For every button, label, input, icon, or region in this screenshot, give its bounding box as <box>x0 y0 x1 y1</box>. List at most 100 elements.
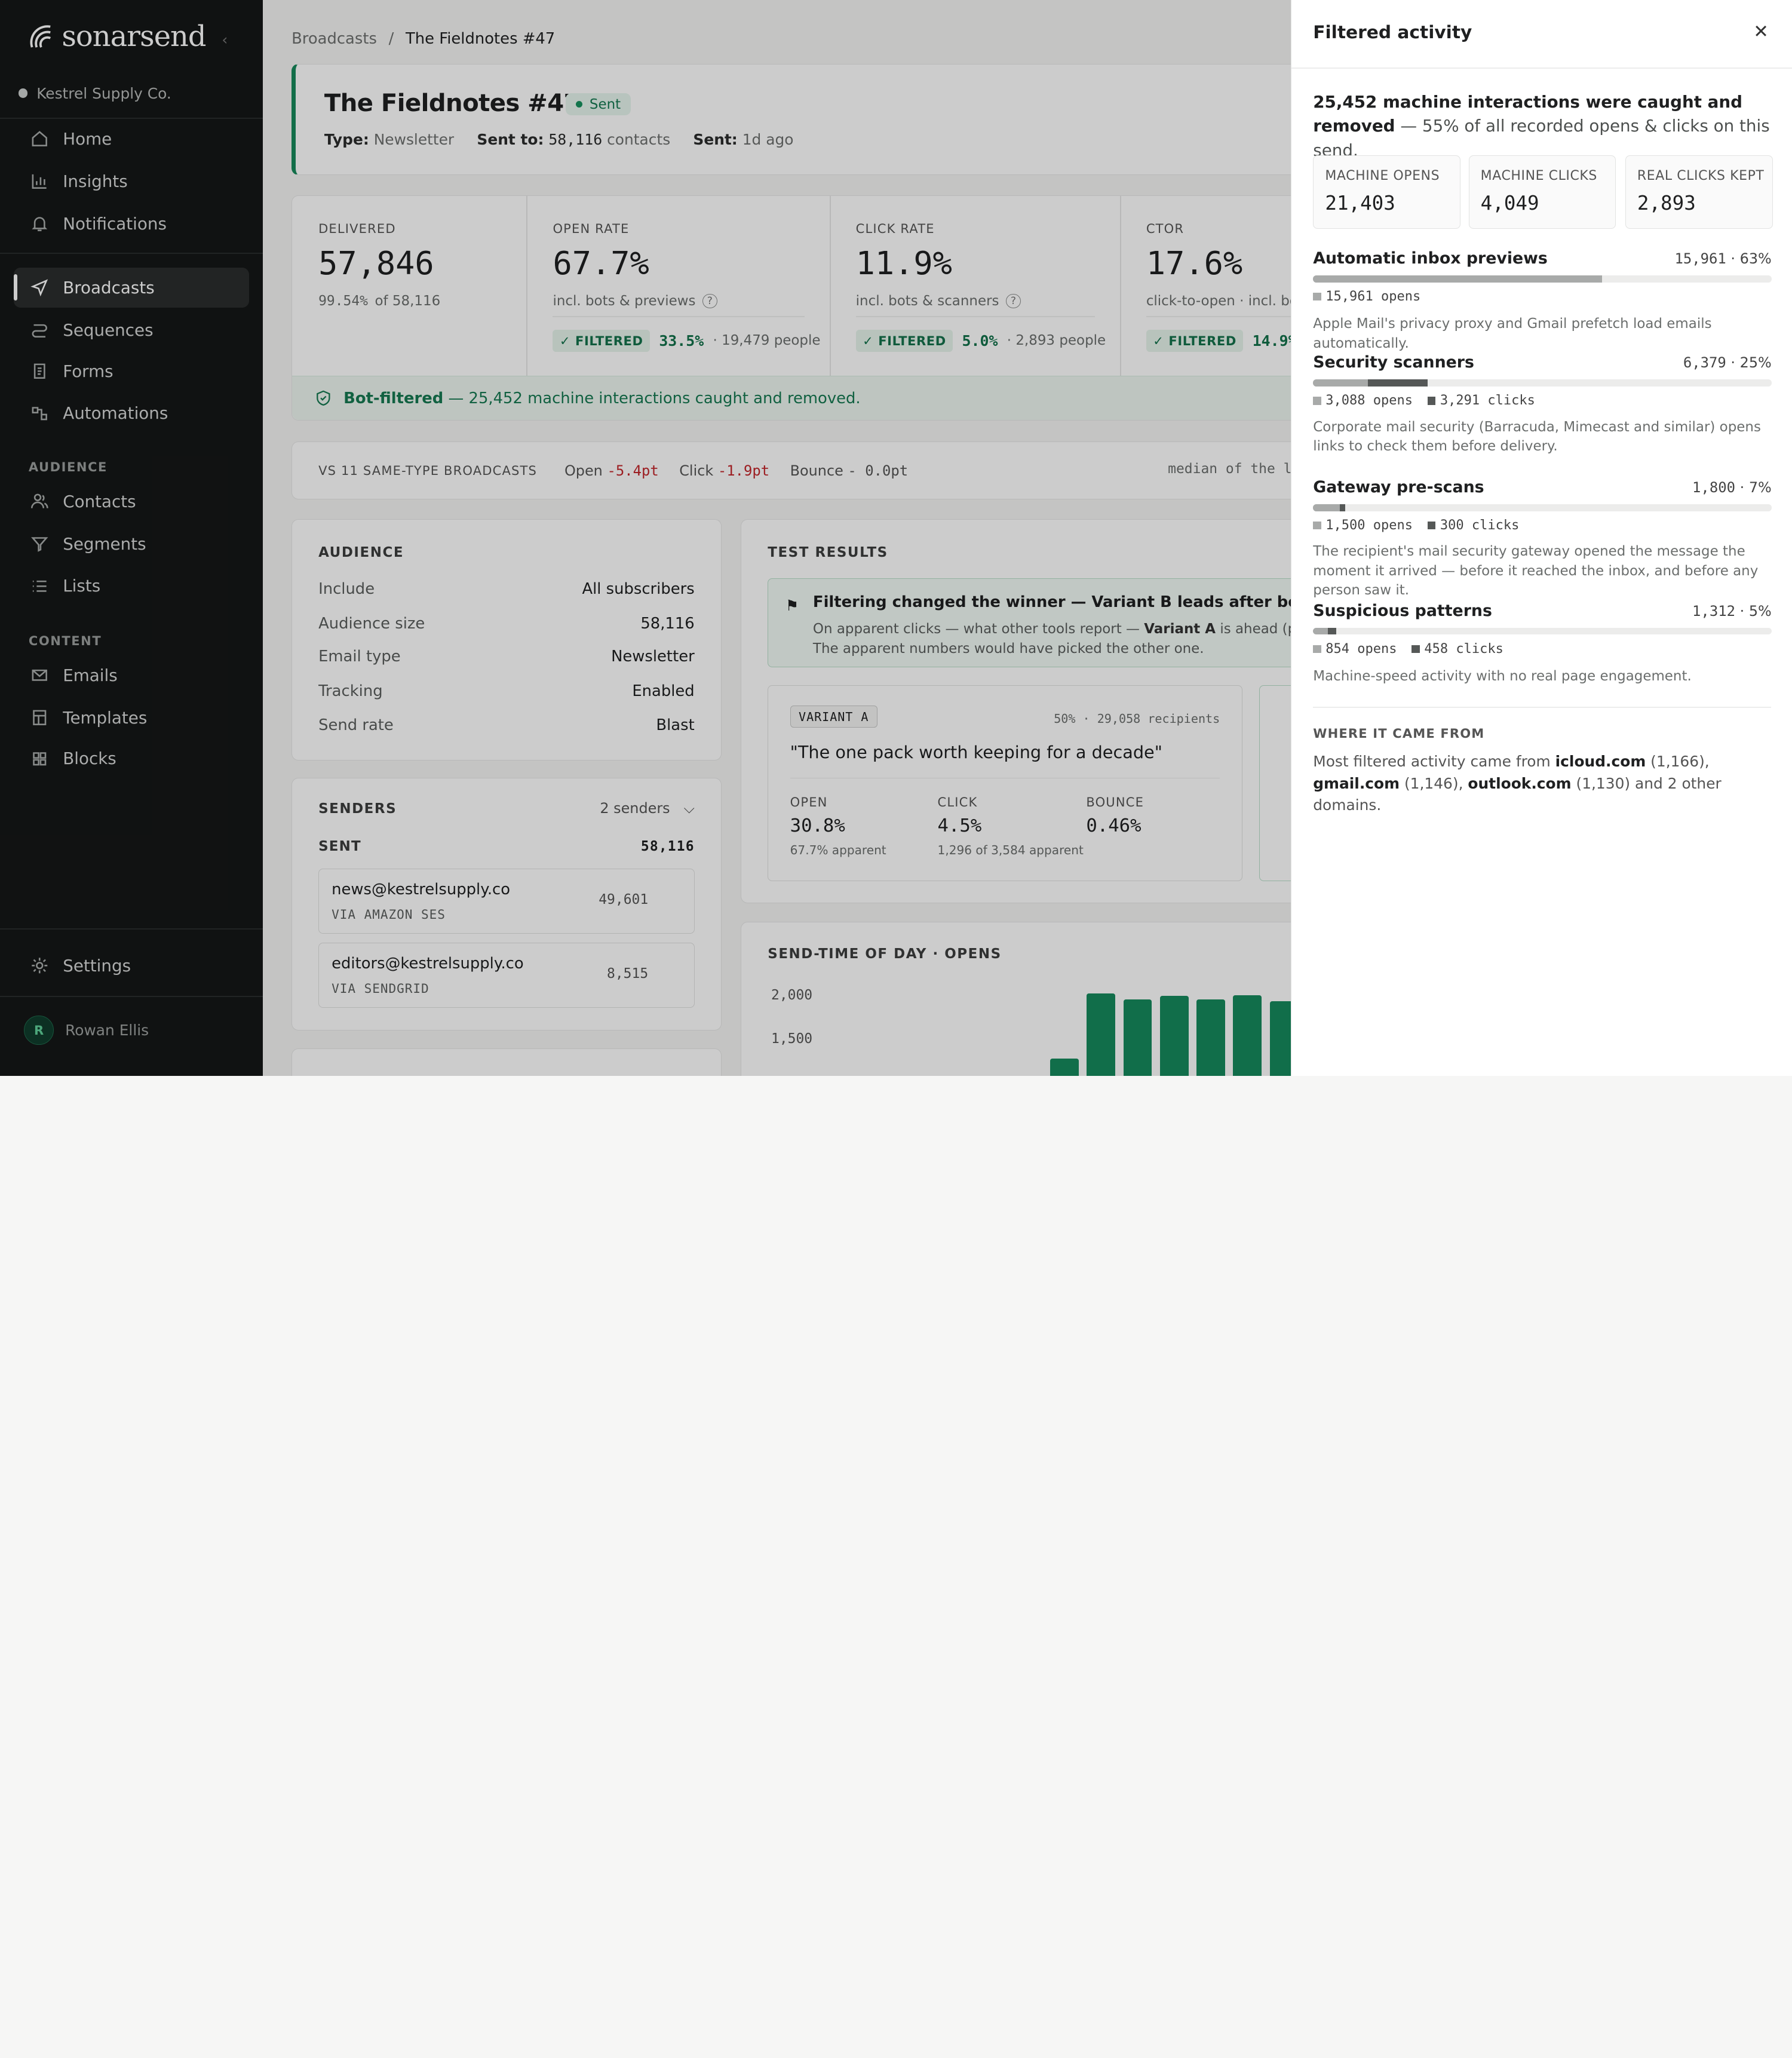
legend-swatch-icon <box>1313 397 1321 405</box>
metric-value: 30.8% <box>790 815 845 836</box>
sidebar-item-templates[interactable]: Templates <box>14 698 249 738</box>
metric-label: BOUNCE <box>1086 795 1144 810</box>
status-dot-icon <box>575 101 583 108</box>
broadcast-meta: Type: Newsletter Sent to: 58,116 contact… <box>324 131 794 148</box>
chart-bar[interactable] <box>1087 993 1116 1076</box>
user-menu[interactable]: R Rowan Ellis <box>24 1015 149 1045</box>
next-card <box>291 1048 722 1076</box>
legend-label: 3,088 opens <box>1325 393 1413 409</box>
domain-link[interactable]: outlook.com <box>1468 774 1572 792</box>
close-icon[interactable]: ✕ <box>1753 22 1769 43</box>
variant-a-card[interactable]: VARIANT A 50% · 29,058 recipients "The o… <box>768 685 1242 881</box>
compare-click-label: Click <box>679 462 714 479</box>
stat-open-rate: OPEN RATE 67.7% incl. bots & previews? ✓… <box>526 196 829 377</box>
mail-icon <box>32 669 47 681</box>
avatar: R <box>24 1015 54 1045</box>
row-value: Enabled <box>632 682 695 700</box>
y-tick-label: 1,500 <box>771 1030 813 1047</box>
stat-value: 17.6% <box>1146 244 1243 282</box>
sidebar-item-home[interactable]: Home <box>14 119 249 159</box>
sonar-logo-icon <box>30 25 51 48</box>
legend-label: 300 clicks <box>1440 518 1520 533</box>
breadcrumb: Broadcasts / The Fieldnotes #47 <box>291 30 555 48</box>
sidebar-item-emails[interactable]: Emails <box>14 655 249 695</box>
filtered-people: · 2,893 people <box>1007 333 1106 349</box>
bar-fill-opens <box>1313 379 1368 387</box>
sidebar-item-contacts[interactable]: Contacts <box>14 481 249 522</box>
domain-link[interactable]: icloud.com <box>1555 753 1646 771</box>
category-pct: 25% <box>1739 354 1772 372</box>
audience-row: Email type Newsletter <box>318 648 695 665</box>
machine-opens-box: MACHINE OPENS 21,403 <box>1313 155 1461 229</box>
chart-bar[interactable] <box>1159 996 1189 1076</box>
divider <box>855 316 1095 318</box>
filtered-value: 5.0% <box>962 332 998 349</box>
chevron-down-icon: ⌵ <box>683 799 695 817</box>
sidebar-item-automations[interactable]: Automations <box>14 393 249 433</box>
sender-count: 49,601 <box>599 891 649 907</box>
row-key: Send rate <box>318 716 394 735</box>
sidebar-item-blocks[interactable]: Blocks <box>14 738 249 778</box>
sidebar-item-broadcasts[interactable]: Broadcasts <box>13 267 250 308</box>
automation-icon <box>32 406 47 420</box>
senders-toggle[interactable]: 2 senders ⌵ <box>600 800 694 817</box>
help-icon[interactable]: ? <box>1005 293 1021 309</box>
sidebar-item-label: Templates <box>63 707 148 728</box>
sidebar-item-segments[interactable]: Segments <box>14 524 249 564</box>
audience-row: Audience size 58,116 <box>318 615 695 633</box>
test-results-title: TEST RESULTS <box>768 545 888 561</box>
sidebar-item-label: Forms <box>63 361 113 381</box>
chart-bar[interactable] <box>1123 999 1152 1076</box>
breadcrumb-parent-link[interactable]: Broadcasts <box>291 29 377 48</box>
row-key: Include <box>318 580 375 599</box>
divider <box>1119 196 1121 377</box>
filtered-badge: ✓ FILTERED <box>553 330 650 352</box>
category-legend: 15,961 opens <box>1313 289 1420 304</box>
sidebar-item-label: Segments <box>63 533 146 554</box>
filter-icon <box>30 537 48 552</box>
sidebar-item-lists[interactable]: Lists <box>14 566 249 606</box>
org-switcher[interactable]: Kestrel Supply Co. <box>18 85 171 102</box>
category-pct: 63% <box>1739 250 1772 268</box>
category-suspicious-patterns: Suspicious patterns 1,312 · 5% 854 opens… <box>1313 602 1772 693</box>
divider <box>1291 67 1792 69</box>
senders-card: SENDERS 2 senders ⌵ SENT 58,116 news@kestr… <box>291 777 722 1030</box>
sidebar-item-insights[interactable]: Insights <box>14 161 249 201</box>
collapse-sidebar-icon[interactable]: ‹ <box>222 30 228 48</box>
shield-check-icon <box>317 390 330 406</box>
help-icon[interactable]: ? <box>702 293 717 309</box>
divider <box>0 118 263 119</box>
sidebar-item-settings[interactable]: Settings <box>14 946 249 986</box>
metric-label: CLICK <box>937 795 978 810</box>
category-name: Gateway pre-scans <box>1313 478 1484 497</box>
sidebar-item-label: Settings <box>63 955 131 976</box>
template-icon <box>32 710 47 725</box>
divider <box>1313 706 1771 708</box>
audience-row: Tracking Enabled <box>318 682 695 700</box>
sidebar-item-notifications[interactable]: Notifications <box>14 204 249 244</box>
section-title-content: CONTENT <box>28 633 102 649</box>
chart-bar[interactable] <box>1050 1058 1079 1076</box>
sidebar-item-sequences[interactable]: Sequences <box>14 310 249 350</box>
divider <box>829 196 831 377</box>
category-legend: 3,088 opens 3,291 clicks <box>1313 393 1535 408</box>
sidebar-item-forms[interactable]: Forms <box>14 351 249 391</box>
stat-value: 67.7% <box>553 244 649 282</box>
contacts-icon <box>30 493 48 508</box>
sender-item[interactable]: editors@kestrelsupply.co VIA SENDGRID 8,… <box>318 943 695 1008</box>
modal-overlay[interactable] <box>0 0 1291 1076</box>
bot-filter-title: Bot-filtered <box>343 389 444 407</box>
sender-item[interactable]: news@kestrelsupply.co VIA AMAZON SES 49,… <box>318 868 695 934</box>
user-name: Rowan Ellis <box>65 1022 149 1039</box>
y-tick-label: 2,000 <box>771 987 813 1003</box>
chart-bar[interactable] <box>1196 999 1225 1076</box>
chart-bar[interactable] <box>1233 995 1262 1076</box>
comparison-note: median of the la <box>1168 461 1300 477</box>
domain-link[interactable]: gmail.com <box>1313 774 1400 792</box>
legend-swatch-icon <box>1313 645 1321 653</box>
logo[interactable]: sonarsend <box>27 20 207 53</box>
audience-card: AUDIENCE Include All subscribers Audience… <box>291 519 722 760</box>
sidebar-item-label: Sequences <box>63 320 154 340</box>
filtered-value: 14.9% <box>1252 332 1297 349</box>
filtered-people: · 19,479 people <box>713 333 821 349</box>
